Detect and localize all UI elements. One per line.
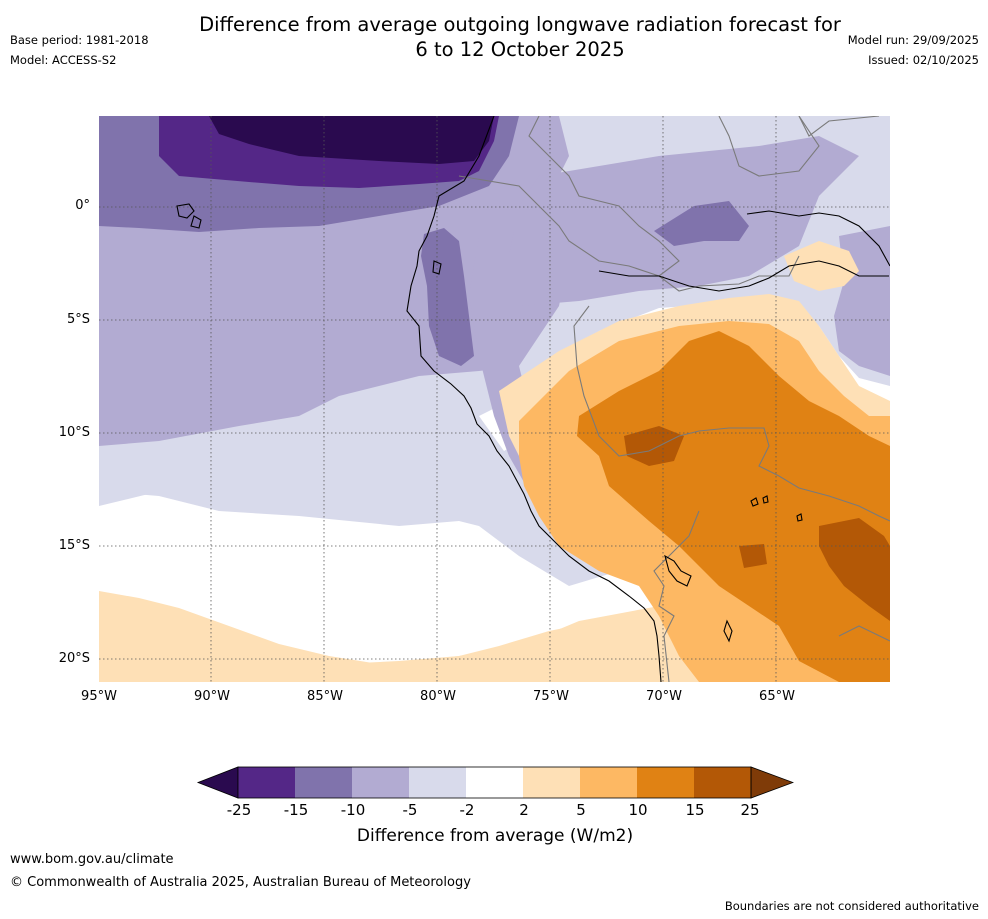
model-name: Model: ACCESS-S2 — [10, 53, 117, 67]
colorbar-tick-10: 10 — [628, 801, 648, 819]
contour-pale-orange-small — [784, 241, 859, 291]
colorbar-label: Difference from average (W/m2) — [356, 826, 634, 846]
lon-label-65w: 65°W — [759, 689, 795, 704]
lat-label-20s: 20°S — [58, 651, 90, 666]
galapagos-island-2 — [190, 215, 202, 229]
colorbar-tick-m5: -5 — [402, 801, 418, 819]
contour-darkpurple-interior — [654, 201, 749, 246]
meta-right: Model run: 29/09/2025 Issued: 02/10/2025 — [848, 30, 979, 70]
lon-label-75w: 75°W — [533, 689, 569, 704]
contour-medpurple-east — [834, 226, 890, 376]
chart-title: Difference from average outgoing longwav… — [120, 12, 920, 62]
footer-disclaimer: Boundaries are not considered authoritat… — [724, 899, 979, 913]
coastline-pacific-south-america — [406, 116, 662, 682]
colorbar-frame — [237, 766, 752, 799]
lon-label-95w: 95°W — [81, 689, 117, 704]
title-line-1: Difference from average outgoing longwav… — [199, 13, 841, 36]
border-venezuela-guyana — [718, 116, 820, 177]
colorbar-extend-low — [196, 766, 239, 799]
contour-orange — [577, 331, 890, 682]
title-line-2: 6 to 12 October 2025 — [415, 38, 625, 61]
colorbar-swatch — [580, 767, 637, 798]
contour-brown-west — [624, 426, 684, 466]
colorbar-tick-m2: -2 — [459, 801, 475, 819]
border-peru-brazil-bolivia — [573, 305, 890, 522]
colorbar-swatch — [238, 767, 295, 798]
colorbar-tick-m15: -15 — [283, 801, 309, 819]
country-borders — [458, 116, 890, 682]
lat-label-15s: 15°S — [58, 538, 90, 553]
colorbar-extend-high — [750, 766, 794, 799]
colorbar-swatch — [352, 767, 409, 798]
colorbar-swatch — [295, 767, 352, 798]
border-bolivia-chile — [653, 510, 700, 682]
coastline-amazon-river-main — [746, 210, 890, 267]
colorbar-swatch — [694, 767, 751, 798]
lat-label-10s: 10°S — [58, 425, 90, 440]
lat-label-0: 0° — [75, 198, 90, 213]
colorbar — [196, 766, 794, 799]
lon-label-90w: 90°W — [194, 689, 230, 704]
lon-label-70w: 70°W — [646, 689, 682, 704]
border-colombia-ecuador-peru — [458, 175, 800, 292]
lat-label-5s: 5°S — [66, 312, 90, 327]
footer-url[interactable]: www.bom.gov.au/climate — [10, 852, 174, 867]
galapagos-island-1 — [176, 203, 195, 219]
colorbar-tick-m10: -10 — [340, 801, 366, 819]
border-bolivia-paraguay — [838, 625, 890, 642]
colorbar-swatch — [466, 767, 523, 798]
contour-brown-east — [819, 518, 890, 621]
colorbar-tick-m25: -25 — [226, 801, 252, 819]
colorbar-tick-5: 5 — [576, 801, 586, 819]
colorbar-tick-25: 25 — [740, 801, 760, 819]
coastlines — [176, 116, 890, 682]
border-guyana-suriname — [798, 116, 880, 137]
footer-copyright: © Commonwealth of Australia 2025, Austra… — [10, 875, 471, 890]
colorbar-swatch — [523, 767, 580, 798]
lake-titicaca — [664, 554, 692, 587]
anomaly-map — [99, 116, 890, 682]
lon-label-80w: 80°W — [420, 689, 456, 704]
lake-poopo — [723, 619, 733, 643]
model-run: Model run: 29/09/2025 — [847, 33, 979, 47]
small-lake-3 — [796, 513, 803, 522]
small-lake-1 — [750, 497, 759, 507]
lon-label-85w: 85°W — [307, 689, 343, 704]
base-period: Base period: 1981-2018 — [10, 33, 149, 47]
colorbar-swatch — [637, 767, 694, 798]
contour-brown-small — [739, 544, 767, 568]
colorbar-tick-15: 15 — [685, 801, 705, 819]
contour-darkest — [209, 116, 494, 164]
gulf-guayaquil-island — [432, 260, 442, 275]
small-lake-2 — [762, 495, 769, 504]
colorbar-tick-2: 2 — [519, 801, 529, 819]
contour-medpurple-andes — [469, 231, 629, 556]
coastline-amazon-river-north — [598, 260, 889, 292]
meta-left: Base period: 1981-2018 Model: ACCESS-S2 — [10, 30, 149, 70]
border-colombia-venezuela — [528, 116, 680, 277]
colorbar-swatch — [409, 767, 466, 798]
issued-date: Issued: 02/10/2025 — [868, 53, 979, 67]
